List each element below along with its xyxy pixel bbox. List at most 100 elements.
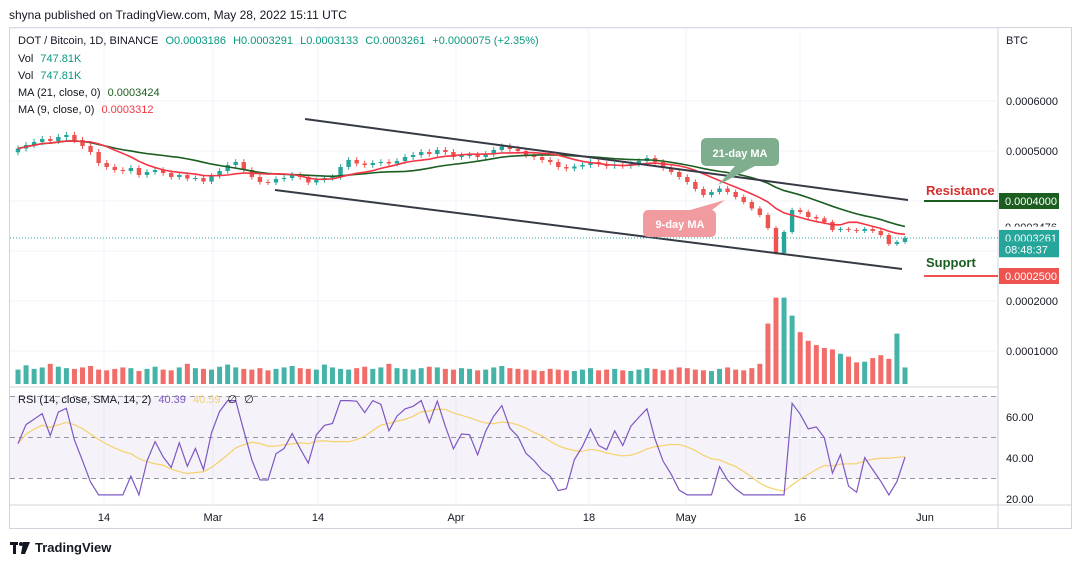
candle-46 (386, 159, 392, 167)
volume-bar-88 (725, 367, 731, 384)
candle-body-16 (144, 172, 150, 175)
candle-91 (749, 199, 754, 211)
candle-body-6 (64, 135, 69, 137)
candle-body-62 (515, 149, 521, 151)
candle-70 (580, 162, 585, 170)
candle-97 (797, 207, 803, 215)
tradingview-logo-icon (10, 541, 30, 554)
footer-brand-label: TradingView (35, 540, 112, 555)
volume-bar-62 (515, 368, 521, 384)
candle-53 (443, 146, 448, 155)
candle-54 (451, 149, 456, 160)
volume-bar-104 (854, 362, 860, 384)
volume-bar-100 (821, 348, 827, 384)
volume-bar-7 (71, 368, 77, 384)
candle-body-42 (354, 160, 359, 164)
currency-label: BTC (1006, 35, 1028, 47)
volume-bar-49 (410, 369, 416, 384)
candle-body-47 (394, 161, 400, 164)
legend-ohlc: DOT / Bitcoin, 1D, BINANCE O0.0003186 H0… (18, 35, 543, 47)
channel-upper-line (304, 118, 909, 201)
candle-85 (701, 186, 706, 198)
price-tag-bg-4 (999, 241, 1059, 258)
legend-vol2-label: Vol (18, 70, 34, 82)
volume-bar-63 (523, 369, 529, 384)
legend-close: C0.0003261 (365, 35, 426, 47)
candle-body-83 (685, 177, 690, 182)
price-axis-tick-1: 0.0005000 (1006, 146, 1058, 158)
volume-bar-42 (354, 368, 360, 384)
volume-bar-110 (902, 367, 908, 384)
candle-body-9 (88, 146, 93, 152)
volume-bar-68 (563, 370, 569, 384)
volume-bar-23 (200, 368, 206, 384)
volume-bar-61 (507, 368, 513, 384)
legend-rsi: RSI (14, close, SMA, 14, 2) 40.39 40.59 … (18, 393, 258, 406)
volume-bar-75 (620, 370, 626, 384)
volume-bar-50 (418, 368, 424, 384)
candle-body-52 (435, 150, 440, 154)
time-axis-tick-5: May (676, 512, 697, 524)
candle-body-8 (80, 140, 85, 146)
candle-body-59 (491, 150, 496, 154)
candle-12 (112, 164, 117, 173)
footer-brand[interactable]: TradingView (10, 540, 111, 555)
volume-bar-46 (386, 363, 392, 384)
candle-33 (281, 175, 287, 182)
candle-body-97 (797, 210, 803, 212)
volume-bar-29 (249, 369, 255, 384)
volume-bar-20 (176, 367, 182, 384)
time-axis-tick-1: Mar (204, 512, 223, 524)
candle-body-36 (306, 177, 311, 183)
candle-104 (854, 227, 859, 234)
candle-105 (862, 226, 867, 234)
candle-96 (789, 207, 795, 235)
volume-bar-47 (394, 368, 400, 384)
candle-body-21 (185, 175, 190, 179)
ma21-callout-pointer (718, 166, 755, 185)
candle-8 (80, 136, 85, 150)
legend-rsi-value: 40.39 (158, 394, 186, 406)
candle-82 (677, 169, 682, 180)
candle-body-96 (789, 210, 795, 232)
volume-bar-106 (870, 358, 876, 384)
volume-bar-69 (571, 371, 577, 384)
candle-body-11 (104, 163, 109, 167)
volume-bar-57 (475, 370, 481, 384)
candle-body-54 (451, 152, 456, 157)
candle-69 (572, 163, 577, 172)
candle-43 (362, 160, 367, 168)
candle-59 (491, 146, 496, 157)
volume-bar-26 (225, 364, 231, 384)
candle-body-53 (443, 150, 448, 152)
volume-bar-1 (23, 365, 29, 384)
volume-bar-10 (96, 369, 102, 384)
candle-body-87 (717, 188, 722, 192)
candle-body-10 (96, 152, 101, 163)
candle-body-2 (31, 142, 37, 145)
candle-body-39 (330, 177, 335, 178)
candle-body-65 (539, 157, 545, 160)
time-axis-tick-7: Jun (916, 512, 934, 524)
volume-bar-97 (797, 332, 803, 384)
volume-bar-80 (660, 370, 666, 384)
candle-body-81 (668, 168, 674, 172)
candle-61 (507, 143, 513, 153)
candle-67 (556, 159, 561, 170)
volume-bar-52 (434, 367, 440, 384)
candle-41 (346, 157, 351, 170)
legend-vol2-value: 747.81K (40, 70, 82, 82)
volume-bar-45 (378, 367, 384, 384)
candle-89 (733, 189, 738, 200)
candle-16 (144, 169, 150, 178)
candle-66 (548, 157, 553, 165)
candle-28 (241, 159, 246, 173)
price-tag-5: 0.0002500 (1005, 271, 1057, 283)
candle-92 (757, 206, 763, 218)
candle-93 (765, 212, 771, 231)
volume-bar-12 (112, 368, 118, 384)
legend-ma9-label: MA (9, close, 0) (18, 104, 95, 116)
volume-bar-34 (289, 366, 295, 384)
candle-body-104 (854, 230, 859, 231)
